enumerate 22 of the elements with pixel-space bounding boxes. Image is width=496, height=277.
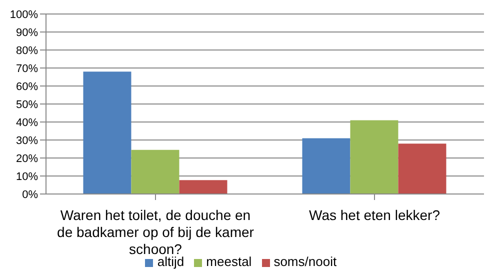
y-tick-label: 40% — [16, 116, 38, 129]
bar — [302, 138, 350, 194]
legend-label: meestal — [206, 254, 252, 269]
bar — [350, 120, 398, 194]
x-tick-label: Was het eten lekker? — [309, 207, 440, 223]
y-tick-label: 50% — [16, 98, 38, 111]
y-tick-label: 90% — [16, 26, 38, 39]
y-tick-label: 0% — [22, 188, 38, 201]
y-tick-label: 10% — [16, 170, 38, 183]
y-tick-label: 80% — [16, 44, 38, 57]
y-tick-label: 100% — [10, 8, 38, 21]
y-tick-label: 70% — [16, 62, 38, 75]
y-tick-label: 60% — [16, 80, 38, 93]
bar — [179, 180, 228, 194]
x-tick-label: Waren het toilet, de douche en de badkamer op of bij de kamer schoon? — [57, 207, 254, 257]
y-tick-label: 20% — [16, 152, 38, 165]
bar — [131, 150, 180, 194]
legend-label: soms/nooit — [274, 254, 337, 269]
bar — [83, 72, 132, 194]
legend-label: altijd — [157, 254, 184, 269]
y-tick-label: 30% — [16, 134, 38, 147]
bar — [398, 144, 446, 194]
